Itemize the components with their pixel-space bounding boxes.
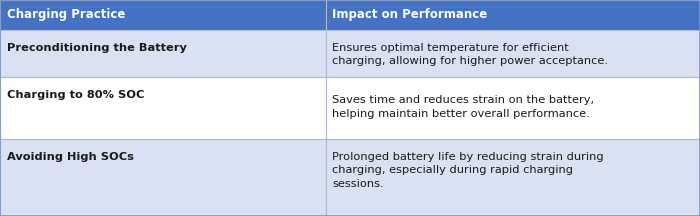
- Bar: [326, 77, 700, 139]
- Bar: [0, 77, 326, 139]
- Bar: [326, 30, 700, 77]
- Text: Charging Practice: Charging Practice: [7, 8, 125, 21]
- Text: Prolonged battery life by reducing strain during
charging, especially during rap: Prolonged battery life by reducing strai…: [332, 152, 604, 189]
- Text: Impact on Performance: Impact on Performance: [332, 8, 488, 21]
- Bar: [0, 0, 326, 30]
- Text: Saves time and reduces strain on the battery,
helping maintain better overall pe: Saves time and reduces strain on the bat…: [332, 95, 594, 119]
- Text: Charging to 80% SOC: Charging to 80% SOC: [7, 90, 144, 100]
- Text: Preconditioning the Battery: Preconditioning the Battery: [7, 43, 187, 53]
- Text: Ensures optimal temperature for efficient
charging, allowing for higher power ac: Ensures optimal temperature for efficien…: [332, 43, 608, 66]
- Bar: [326, 0, 700, 30]
- Bar: [0, 139, 326, 216]
- Text: Avoiding High SOCs: Avoiding High SOCs: [7, 152, 134, 162]
- Bar: [326, 139, 700, 216]
- Bar: [0, 30, 326, 77]
